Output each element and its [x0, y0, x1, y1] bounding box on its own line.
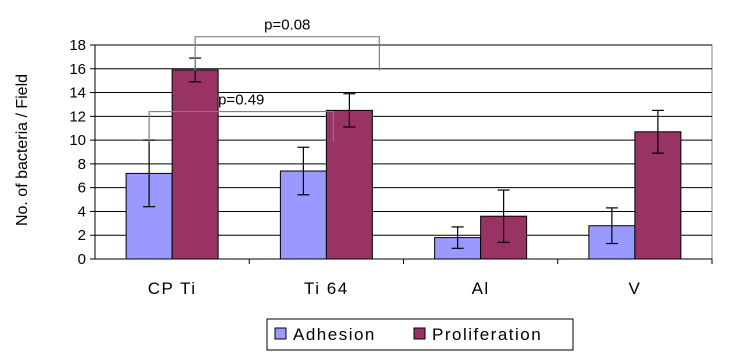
legend-swatch-proliferation	[413, 327, 426, 340]
x-tick-label: CP Ti	[148, 279, 197, 298]
significance-bracket	[148, 110, 334, 142]
legend-swatch-adhesion	[274, 327, 287, 340]
y-tick-label: 16	[69, 61, 86, 78]
significance-bracket	[194, 36, 380, 71]
x-tick-label: V	[628, 279, 641, 298]
y-tick-label: 10	[69, 132, 86, 149]
y-tick-label: 6	[78, 180, 86, 197]
p-value-label: p=0.49	[218, 92, 264, 109]
y-tick-label: 18	[69, 37, 86, 54]
axes: 0 2 4 6 8 10 12 14 16 18 CP Ti Ti 64 Al V	[69, 37, 713, 298]
legend-label-adhesion: Adhesion	[293, 325, 376, 344]
error-bars	[143, 57, 664, 249]
x-tick-label: Al	[472, 279, 490, 298]
significance-annotations: p=0.08 p=0.49	[148, 17, 380, 142]
bar-proliferation	[171, 69, 219, 260]
x-tick-label: Ti 64	[304, 279, 349, 298]
y-tick-label: 14	[69, 85, 86, 102]
y-tick-label: 8	[78, 156, 86, 173]
legend: Adhesion Proliferation	[266, 318, 574, 351]
legend-label-proliferation: Proliferation	[432, 325, 542, 344]
p-value-label: p=0.08	[264, 17, 310, 34]
y-tick-label: 2	[78, 227, 86, 244]
y-tick-label: 12	[69, 108, 86, 125]
y-tick-label: 0	[78, 251, 86, 268]
y-axis-label: No. of bacteria / Field	[14, 74, 31, 226]
y-tick-label: 4	[78, 203, 86, 220]
bars	[125, 69, 682, 260]
